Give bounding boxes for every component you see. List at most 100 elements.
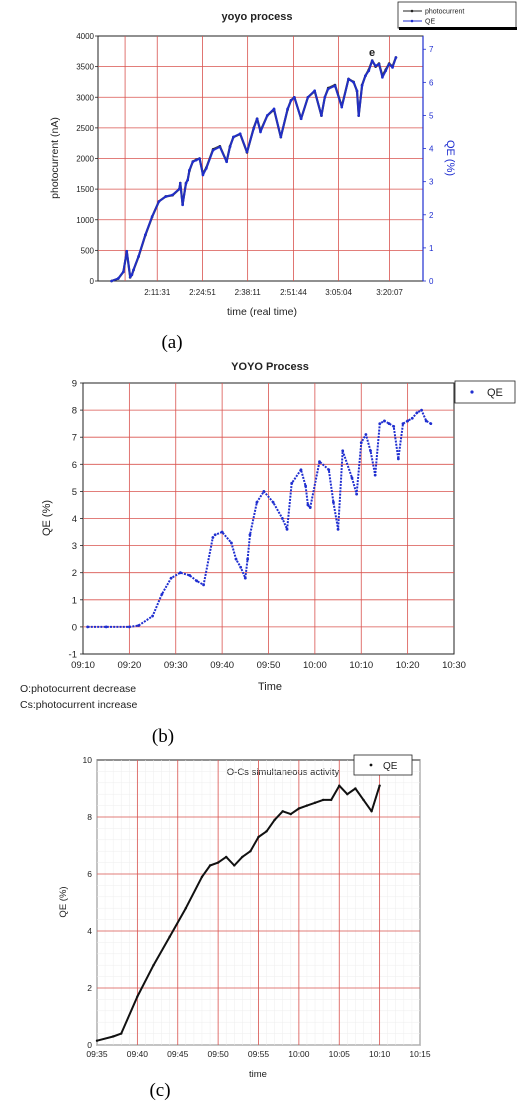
chart-c-legend: QE bbox=[353, 754, 413, 776]
chart-b-note-cs: Cs:photocurrent increase bbox=[20, 699, 137, 711]
chart-a-y2-tick-label: 0 bbox=[429, 277, 434, 286]
chart-a-data-point bbox=[391, 66, 394, 69]
chart-a-data-point bbox=[171, 193, 174, 197]
chart-b-legend: QE bbox=[454, 380, 516, 404]
chart-b-legend-marker bbox=[470, 390, 474, 394]
chart-a-data-point bbox=[367, 69, 371, 73]
chart-c-ylabel: QE (%) bbox=[58, 886, 69, 917]
chart-c-series-qe bbox=[95, 784, 381, 1042]
chart-c-data-point bbox=[370, 810, 373, 813]
chart-a-y2-tick-label: 5 bbox=[429, 111, 434, 120]
chart-c-y-tick-label: 6 bbox=[87, 869, 92, 879]
chart-a-series bbox=[110, 56, 398, 283]
chart-b-y-tick-label: 0 bbox=[72, 622, 77, 633]
chart-b-data-point bbox=[104, 625, 108, 629]
chart-b-data-point bbox=[248, 533, 252, 537]
chart-b-y-tick-label: 5 bbox=[72, 487, 77, 498]
chart-a-y-tick-label: 500 bbox=[81, 246, 95, 255]
chart-b-data-point bbox=[369, 449, 372, 453]
chart-b-legend-box bbox=[454, 380, 516, 404]
chart-b-data-point bbox=[332, 500, 335, 504]
chart-a-data-point bbox=[122, 270, 125, 274]
chart-b-data-point bbox=[151, 614, 154, 618]
chart-b-x-tick-labels: 09:10 09:20 09:30 09:40 09:50 10:00 10:10 10:20… bbox=[71, 660, 466, 671]
chart-a-y-tick-label: 3000 bbox=[76, 93, 94, 102]
chart-b-data-point bbox=[195, 579, 199, 583]
chart-a-y-tick-label: 2000 bbox=[76, 155, 94, 164]
chart-b-x-tick-label: 10:10 bbox=[349, 660, 373, 671]
chart-a-data-point bbox=[355, 89, 359, 92]
chart-b-ylabel: QE (%) bbox=[41, 500, 53, 536]
chart-b-x-tick-label: 10:30 bbox=[442, 660, 466, 671]
chart-b-data-point bbox=[387, 422, 391, 426]
chart-c-grid bbox=[96, 760, 421, 1046]
chart-b-data-point bbox=[318, 460, 321, 463]
chart-c-data-point bbox=[95, 1039, 99, 1042]
chart-b-series bbox=[86, 408, 433, 629]
chart-a-annotation: e bbox=[369, 47, 375, 59]
chart-c-x-tick-label: 09:45 bbox=[167, 1049, 189, 1059]
chart-a-series-line bbox=[111, 57, 397, 282]
chart-a-x-tick-label: 3:05:04 bbox=[325, 288, 352, 297]
chart-c-x-tick-label: 09:35 bbox=[86, 1049, 108, 1059]
chart-c-y-tick-label: 10 bbox=[83, 755, 93, 765]
chart-c-title: O-Cs simultaneous activity bbox=[227, 767, 340, 778]
chart-a-x-tick-label: 2:24:51 bbox=[189, 288, 216, 297]
chart-a-data-point bbox=[377, 62, 381, 66]
chart-b-data-point bbox=[327, 468, 331, 472]
chart-c: O-Cs simultaneous activity 0 2 4 6 8 10 09:35… bbox=[58, 754, 431, 1080]
chart-a-legend: photocurrent QE bbox=[397, 1, 517, 30]
chart-a-y2-tick-label: 2 bbox=[429, 211, 434, 220]
chart-a-data-point bbox=[181, 203, 184, 207]
chart-a-data-point bbox=[360, 84, 364, 87]
chart-b-data-point bbox=[281, 517, 284, 520]
chart-c-x-tick-label: 09:50 bbox=[207, 1049, 229, 1059]
chart-a-x-tick-label: 2:51:44 bbox=[280, 288, 307, 297]
chart-a-legend-label-qe: QE bbox=[425, 19, 435, 26]
chart-b-data-point bbox=[359, 441, 363, 445]
chart-a-data-point bbox=[357, 114, 360, 117]
chart-a-grid bbox=[98, 36, 423, 281]
chart-b-data-point bbox=[308, 506, 312, 510]
chart-a-data-point bbox=[265, 114, 269, 117]
chart-a-data-point bbox=[201, 173, 205, 177]
chart-a-x-tick-label: 2:38:11 bbox=[235, 288, 262, 297]
chart-a-data-point bbox=[205, 167, 208, 170]
chart-c-data-point bbox=[257, 835, 260, 839]
chart-c-data-point bbox=[168, 935, 171, 938]
chart-c-data-point bbox=[136, 995, 139, 998]
chart-c-data-point bbox=[241, 855, 244, 859]
chart-a-data-point bbox=[306, 95, 310, 99]
chart-a-data-point bbox=[177, 187, 181, 191]
chart-b-x-tick-label: 09:10 bbox=[71, 660, 95, 671]
chart-a-data-point bbox=[144, 233, 147, 236]
chart-a-y-tick-label: 1000 bbox=[76, 216, 94, 225]
chart-c-data-point bbox=[362, 798, 365, 802]
chart-b-x-tick-label: 09:50 bbox=[257, 660, 281, 671]
chart-b-data-point bbox=[243, 576, 247, 580]
chart-b-x-tick-label: 09:20 bbox=[117, 660, 141, 671]
chart-a-data-point bbox=[394, 56, 398, 59]
chart-a-x-tick-labels: 2:11:31 2:24:51 2:38:11 2:51:44 3:05:04 3:20:… bbox=[144, 288, 403, 297]
chart-b-data-point bbox=[86, 625, 90, 629]
chart-a-data-point bbox=[333, 84, 337, 87]
chart-b-data-point bbox=[341, 449, 345, 453]
chart-a-data-point bbox=[150, 215, 154, 218]
chart-a-data-point bbox=[157, 200, 161, 203]
chart-a-series-line bbox=[111, 57, 397, 283]
chart-c-x-tick-label: 10:15 bbox=[409, 1049, 431, 1059]
chart-a-data-point bbox=[117, 277, 120, 280]
chart-a-data-point bbox=[326, 87, 330, 91]
chart-b-data-point bbox=[160, 592, 164, 596]
chart-b-data-point bbox=[239, 565, 243, 569]
chart-c-data-point bbox=[297, 807, 301, 810]
chart-a-series-qe bbox=[110, 56, 398, 283]
chart-b-data-point bbox=[234, 557, 238, 561]
chart-a-data-point bbox=[347, 77, 350, 81]
chart-c-x-tick-label: 10:05 bbox=[329, 1049, 351, 1059]
chart-a-y2label: QE (%) bbox=[444, 140, 456, 176]
chart-b-y-tick-label: 9 bbox=[72, 379, 77, 390]
chart-a-data-point bbox=[194, 158, 198, 162]
chart-a-data-point bbox=[340, 105, 344, 109]
